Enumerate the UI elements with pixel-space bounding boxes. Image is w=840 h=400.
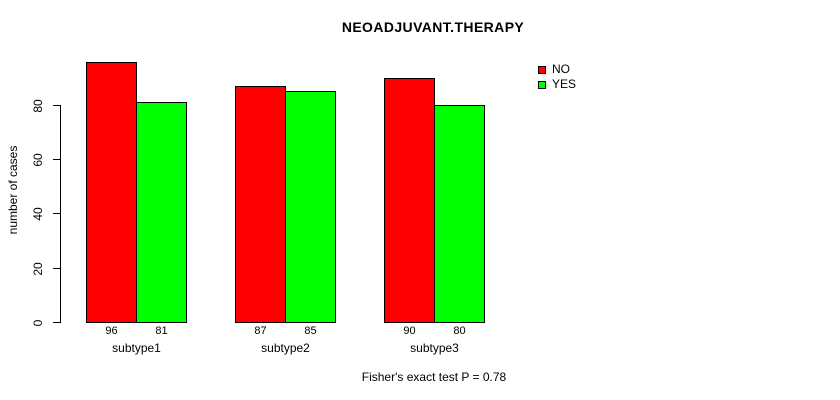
- y-axis-tick: [53, 213, 60, 214]
- bar-no-subtype2: [235, 86, 286, 323]
- legend-item-yes: YES: [538, 77, 576, 92]
- legend-swatch-no-icon: [538, 65, 546, 74]
- bar-no-subtype3: [384, 78, 435, 323]
- bar-value-label: 90: [403, 325, 416, 337]
- y-axis-tick: [53, 268, 60, 269]
- bar-no-subtype1: [86, 62, 137, 323]
- bar-value-label: 81: [155, 325, 168, 337]
- bar-value-label: 80: [453, 325, 466, 337]
- y-tick-label: 0: [31, 319, 45, 326]
- stats-annotation: Fisher's exact test P = 0.78: [361, 370, 507, 384]
- y-tick-label: 20: [31, 261, 45, 276]
- y-axis-tick: [53, 105, 60, 106]
- y-axis-line: [60, 105, 61, 323]
- y-tick-label: 40: [31, 206, 45, 221]
- bar-yes-subtype1: [136, 102, 187, 323]
- y-axis-tick: [53, 159, 60, 160]
- y-axis-tick: [53, 322, 60, 323]
- bar-value-label: 96: [105, 325, 118, 337]
- bar-value-label: 85: [304, 325, 317, 337]
- bar-value-label: 87: [254, 325, 267, 337]
- y-tick-label: 60: [31, 152, 45, 167]
- bar-yes-subtype2: [285, 91, 336, 323]
- chart-title: NEOADJUVANT.THERAPY: [341, 19, 525, 35]
- legend: NO YES: [538, 62, 576, 92]
- y-axis-label: number of cases: [6, 145, 20, 235]
- legend-item-no: NO: [538, 62, 576, 77]
- category-label: subtype3: [410, 341, 459, 355]
- legend-label-yes: YES: [552, 77, 577, 91]
- category-label: subtype2: [261, 341, 310, 355]
- y-tick-label: 80: [31, 98, 45, 113]
- legend-label-no: NO: [552, 62, 570, 76]
- bar-yes-subtype3: [434, 105, 485, 323]
- category-label: subtype1: [112, 341, 161, 355]
- legend-swatch-yes-icon: [538, 80, 546, 89]
